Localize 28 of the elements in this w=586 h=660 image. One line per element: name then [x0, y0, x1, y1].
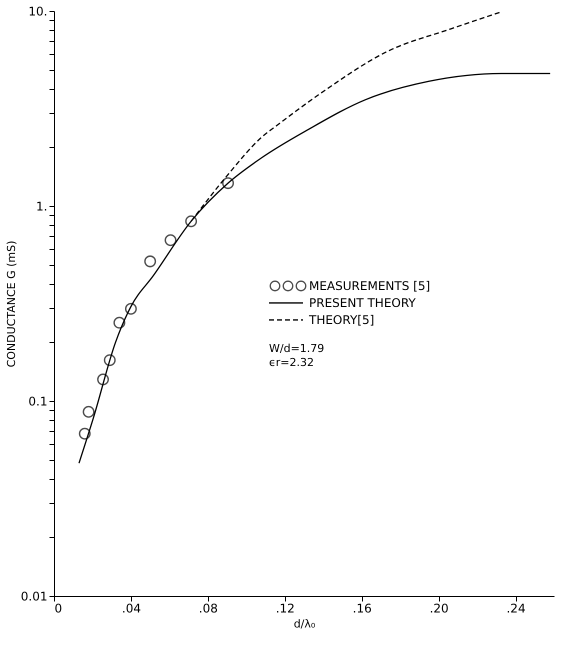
point [185, 215, 198, 228]
annotation: ϵr=2.32 [269, 356, 314, 369]
x-axis-title: d/λ₀ [294, 618, 316, 630]
y-tick-label: 0.1 [28, 394, 48, 408]
point [82, 406, 95, 418]
x-tick-label: .16 [352, 602, 372, 616]
point [164, 234, 176, 246]
annotation: W/d=1.79 [269, 342, 324, 355]
x-tick-label: .24 [506, 602, 526, 616]
legend-label: PRESENT THEORY [309, 296, 416, 310]
point [113, 316, 126, 329]
y-tick-label: 10. [28, 4, 48, 18]
point [222, 177, 234, 190]
x-tick-label: .04 [122, 602, 141, 616]
y-tick-label: 0.01 [20, 590, 48, 604]
legend-label: THEORY[5] [308, 312, 374, 327]
y-tick-label: 1. [36, 200, 48, 214]
point [104, 354, 116, 366]
x-tick-label: .12 [276, 602, 295, 616]
point [124, 302, 137, 315]
point [97, 374, 109, 386]
point [78, 428, 91, 440]
x-tick-label: .08 [198, 602, 218, 616]
x-tick-label: 0 [54, 602, 62, 616]
legend-label: MEASUREMENTS [5] [309, 278, 430, 293]
y-axis-title: CONDUCTANCE G (mS) [4, 240, 18, 368]
x-tick-label: .20 [430, 602, 449, 616]
point [144, 255, 156, 268]
